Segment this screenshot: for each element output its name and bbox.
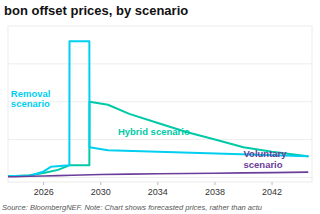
tick-mark: [272, 182, 273, 185]
tick-label: 2042: [262, 187, 282, 197]
line: [8, 41, 308, 176]
tick-label: 2026: [34, 187, 54, 197]
grid-line: [8, 177, 312, 178]
annotation-line: scenario: [11, 98, 50, 109]
annotation: Hybrid scenario: [118, 126, 190, 137]
tick-mark: [43, 182, 44, 185]
tick-mark: [214, 182, 215, 185]
annotation-line: scenario: [243, 159, 282, 170]
tick-label: 2030: [91, 187, 111, 197]
note: Source: BloombergNEF. Note: Chart shows …: [2, 203, 263, 212]
tick-label: 2034: [148, 187, 168, 197]
tick-mark: [100, 182, 101, 185]
annotation-line: Hybrid scenario: [118, 126, 190, 137]
plot-frame: [8, 26, 312, 182]
grid-line: [8, 139, 312, 140]
annotation-line: Voluntary: [243, 148, 287, 159]
lines: [8, 41, 308, 177]
grid-line: [8, 101, 312, 102]
grid-line: [8, 63, 312, 64]
annotation-line: Removal: [11, 88, 51, 99]
chart: bon offset prices, by scenario 2026 2030 20…: [0, 0, 320, 214]
line: [8, 172, 308, 177]
annotation: Removalscenario: [11, 88, 51, 110]
tick-label: 2038: [205, 187, 225, 197]
line: [8, 102, 308, 176]
tick-mark: [157, 182, 158, 185]
annotation: Voluntaryscenario: [243, 148, 287, 170]
title: bon offset prices, by scenario: [4, 3, 188, 18]
